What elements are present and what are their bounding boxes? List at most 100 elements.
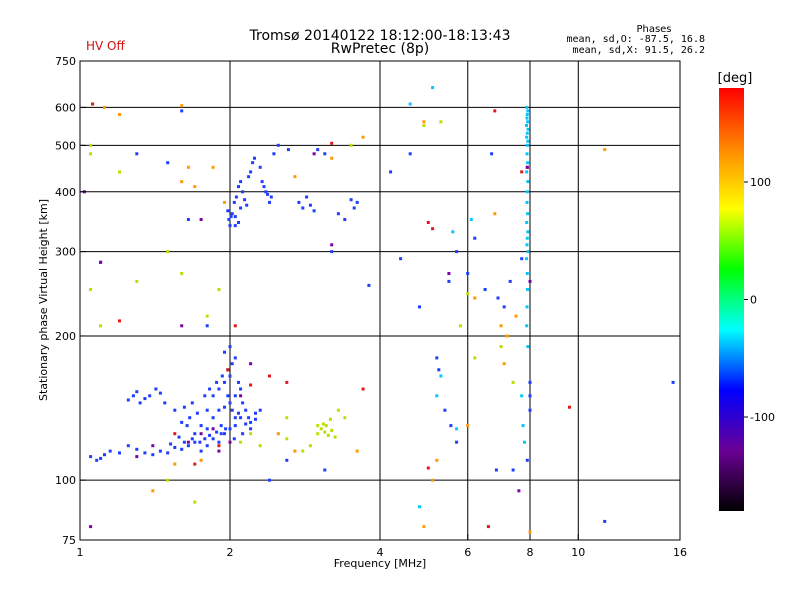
data-point — [215, 380, 219, 384]
data-point — [211, 427, 215, 431]
data-point — [525, 170, 529, 174]
data-point — [229, 215, 233, 219]
data-point — [528, 530, 532, 534]
y-tick-label: 600 — [55, 101, 76, 114]
data-point — [458, 324, 462, 328]
stats-title: Phases — [636, 24, 671, 35]
data-point — [361, 387, 365, 391]
data-point — [330, 156, 334, 160]
data-point — [473, 296, 477, 300]
data-point — [258, 408, 262, 412]
data-point — [520, 257, 524, 261]
data-point — [493, 212, 497, 216]
data-point — [188, 416, 192, 420]
y-axis-label: Stationary phase Virtual Height [km] — [37, 199, 50, 401]
data-point — [494, 468, 498, 472]
data-point — [526, 161, 530, 165]
data-point — [319, 427, 323, 431]
data-point — [220, 374, 224, 378]
data-point — [323, 152, 327, 156]
data-point — [526, 212, 530, 216]
data-point — [185, 424, 189, 428]
data-point — [143, 397, 147, 401]
data-point — [158, 391, 162, 395]
data-point — [186, 440, 190, 444]
data-point — [103, 105, 106, 109]
y-tick-label: 200 — [55, 330, 76, 343]
data-point — [247, 175, 251, 179]
data-point — [285, 380, 289, 384]
data-point — [148, 394, 152, 398]
data-point — [502, 362, 506, 366]
data-point — [389, 170, 393, 174]
data-point — [502, 305, 506, 309]
data-point — [526, 288, 530, 291]
data-point — [211, 165, 215, 169]
data-point — [528, 279, 532, 283]
data-point — [435, 394, 439, 398]
data-point — [166, 451, 170, 455]
data-point — [439, 120, 443, 124]
data-point — [135, 390, 139, 394]
data-point — [173, 446, 177, 449]
data-point — [525, 458, 529, 462]
data-point — [422, 124, 426, 127]
data-point — [343, 416, 347, 420]
data-point — [234, 195, 238, 199]
data-point — [239, 387, 243, 391]
data-point — [151, 453, 155, 457]
data-point — [223, 405, 226, 409]
data-point — [169, 442, 173, 446]
data-point — [239, 416, 243, 420]
data-point — [217, 387, 221, 391]
data-point — [219, 432, 223, 436]
data-point — [426, 221, 430, 224]
data-point — [264, 190, 268, 194]
data-point — [490, 152, 494, 156]
data-point — [473, 236, 477, 240]
data-point — [526, 139, 530, 143]
data-point — [435, 356, 439, 360]
data-point — [286, 148, 290, 152]
data-point — [89, 455, 93, 459]
data-point — [305, 195, 309, 199]
data-point — [508, 279, 512, 283]
data-point — [253, 156, 256, 160]
stats-x-mode: mean, sd,X: 91.5, 26.2 — [573, 45, 705, 56]
data-point — [223, 350, 226, 354]
data-point — [451, 230, 455, 234]
data-point — [568, 405, 571, 409]
data-point — [312, 209, 316, 213]
data-point — [266, 192, 270, 196]
x-tick-label: 4 — [377, 546, 384, 559]
data-point — [186, 165, 190, 169]
data-point — [449, 424, 453, 428]
data-point — [228, 224, 232, 228]
data-point — [95, 458, 99, 462]
data-point — [526, 250, 530, 254]
data-point — [323, 468, 327, 472]
data-point — [336, 408, 340, 412]
data-point — [352, 206, 356, 210]
data-point — [361, 135, 365, 139]
data-point — [237, 185, 240, 189]
data-point — [330, 250, 334, 254]
x-tick-label: 6 — [464, 546, 471, 559]
data-point — [422, 525, 426, 529]
data-point — [223, 380, 226, 384]
data-point — [193, 185, 197, 189]
data-point — [525, 124, 528, 127]
data-point — [323, 430, 327, 434]
data-point — [520, 170, 524, 174]
data-point — [525, 243, 529, 247]
data-point — [312, 152, 316, 156]
data-point — [268, 478, 271, 482]
data-point — [276, 432, 280, 436]
data-point — [526, 230, 530, 234]
data-point — [499, 345, 503, 349]
colorbar-tick-label: 0 — [750, 294, 757, 307]
data-point — [671, 380, 675, 384]
data-point — [260, 180, 264, 184]
data-point — [180, 272, 184, 275]
